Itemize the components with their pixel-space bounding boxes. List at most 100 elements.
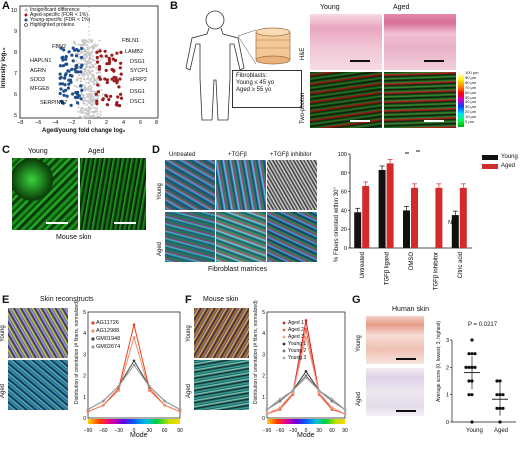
score-point bbox=[495, 406, 499, 410]
scale-bar bbox=[396, 358, 416, 360]
data-point bbox=[96, 95, 99, 98]
young-specific-point bbox=[71, 92, 75, 96]
young-specific-point bbox=[76, 49, 80, 53]
score-point bbox=[467, 393, 471, 397]
x-tick-label: −90 bbox=[84, 428, 93, 434]
data-point bbox=[82, 94, 85, 97]
legend-young: Young bbox=[501, 154, 518, 160]
score-point bbox=[467, 352, 471, 356]
x-tick: −8 bbox=[17, 120, 24, 126]
x-tick-label: 0 bbox=[133, 428, 136, 434]
orientation-color-bar bbox=[267, 419, 345, 424]
matrix-aged-inhibitor bbox=[267, 212, 317, 262]
data-point bbox=[86, 63, 89, 66]
x-tick-label: −30 bbox=[114, 428, 123, 434]
data-point bbox=[82, 44, 84, 47]
legend-marker bbox=[282, 356, 286, 360]
x-tick: 8 bbox=[155, 120, 159, 126]
data-point bbox=[90, 51, 93, 54]
data-point bbox=[84, 68, 87, 71]
data-point bbox=[87, 112, 90, 115]
f-y-axis-label: Distribution of orientation (# fibers, n… bbox=[253, 300, 259, 404]
bar-young bbox=[451, 215, 459, 248]
series-point bbox=[343, 408, 347, 411]
data-point bbox=[93, 46, 96, 49]
data-point bbox=[93, 59, 96, 62]
data-point bbox=[88, 71, 91, 74]
box-aged: Aged ≥ 55 yo bbox=[236, 87, 272, 93]
young-specific-point bbox=[65, 94, 69, 98]
protein-label: AGRN bbox=[30, 68, 46, 74]
protein-label: FBN2 bbox=[52, 44, 67, 50]
data-point bbox=[80, 52, 83, 54]
aged-specific-point bbox=[97, 67, 102, 71]
score-point bbox=[473, 365, 477, 369]
y-tick-label: 1 bbox=[446, 393, 449, 399]
data-point bbox=[87, 116, 89, 118]
panel-label-f: F bbox=[185, 294, 192, 306]
y-tick-label: 3 bbox=[83, 352, 86, 358]
y-tick: 5 bbox=[14, 113, 18, 119]
mouse-skin-young-image bbox=[12, 158, 78, 230]
reconstruct-aged-image bbox=[8, 360, 68, 410]
bar-aged bbox=[435, 187, 443, 248]
data-point bbox=[92, 106, 95, 109]
human-skin-aged-image bbox=[366, 368, 424, 416]
data-point bbox=[91, 115, 94, 118]
data-point bbox=[78, 53, 81, 56]
legend-aged-specific: Aged-specific (FDR < 1%) bbox=[30, 12, 88, 18]
data-point bbox=[92, 110, 95, 113]
y-tick-label: 3 bbox=[262, 352, 265, 358]
data-point bbox=[97, 97, 99, 100]
x-tick-label: TGFβ ligand bbox=[385, 252, 391, 285]
data-point bbox=[91, 101, 94, 104]
data-point bbox=[95, 45, 98, 48]
aged-specific-point bbox=[110, 53, 114, 57]
series-point bbox=[291, 391, 295, 394]
legend-aged-swatch bbox=[482, 164, 498, 169]
young-specific-point bbox=[71, 46, 75, 50]
series-line bbox=[266, 374, 346, 410]
y-axis-label: Intensity log₁₀ bbox=[1, 47, 7, 88]
x-tick: Aged bbox=[494, 428, 509, 434]
data-point bbox=[73, 85, 76, 87]
data-point bbox=[87, 81, 90, 84]
data-point bbox=[85, 65, 88, 68]
matrix-young-inhibitor bbox=[267, 160, 317, 210]
data-point bbox=[77, 74, 80, 77]
legend-marker bbox=[282, 335, 286, 339]
col-young: Young bbox=[28, 148, 48, 155]
panel-c: Young Aged Mouse skin bbox=[0, 144, 150, 290]
two-photon-young-image bbox=[310, 72, 382, 128]
series-point bbox=[117, 384, 120, 388]
data-point bbox=[80, 50, 83, 53]
series-point bbox=[86, 410, 90, 413]
aged-specific-point bbox=[96, 83, 100, 87]
young-specific-point bbox=[58, 76, 62, 80]
row-young: Young bbox=[186, 325, 192, 342]
protein-label: DSC1 bbox=[130, 99, 145, 105]
young-specific-point bbox=[80, 46, 84, 51]
y-tick-label: 0 bbox=[344, 246, 347, 252]
young-specific-point bbox=[67, 69, 71, 73]
skin-biopsy-cylinder bbox=[237, 27, 291, 65]
data-point bbox=[79, 109, 82, 112]
line-chart-f: 0 1 2 3 4 5 −90 −60 −30 0 30 60 90 bbox=[262, 310, 348, 434]
data-point bbox=[86, 44, 89, 47]
panel-f: Mouse skin Young Aged 0 1 2 3 4 5 −90 −60 −30 0 30… bbox=[185, 294, 350, 449]
x-tick-label: 60 bbox=[329, 428, 335, 434]
y-tick-label: 1 bbox=[262, 395, 265, 401]
depth-tick: 0 μm bbox=[465, 119, 474, 125]
aged-specific-point bbox=[95, 55, 99, 60]
depth-tick: 80 μm bbox=[465, 79, 477, 85]
data-point bbox=[89, 114, 92, 117]
panel-label-c: C bbox=[2, 144, 10, 156]
data-point bbox=[80, 112, 83, 115]
data-point bbox=[72, 41, 75, 44]
y-tick-label: 20 bbox=[341, 227, 347, 233]
data-point bbox=[99, 113, 102, 116]
data-point bbox=[87, 60, 90, 63]
series-point bbox=[343, 412, 347, 416]
box-title: Fibroblasts: bbox=[236, 73, 268, 79]
data-point bbox=[88, 47, 91, 50]
